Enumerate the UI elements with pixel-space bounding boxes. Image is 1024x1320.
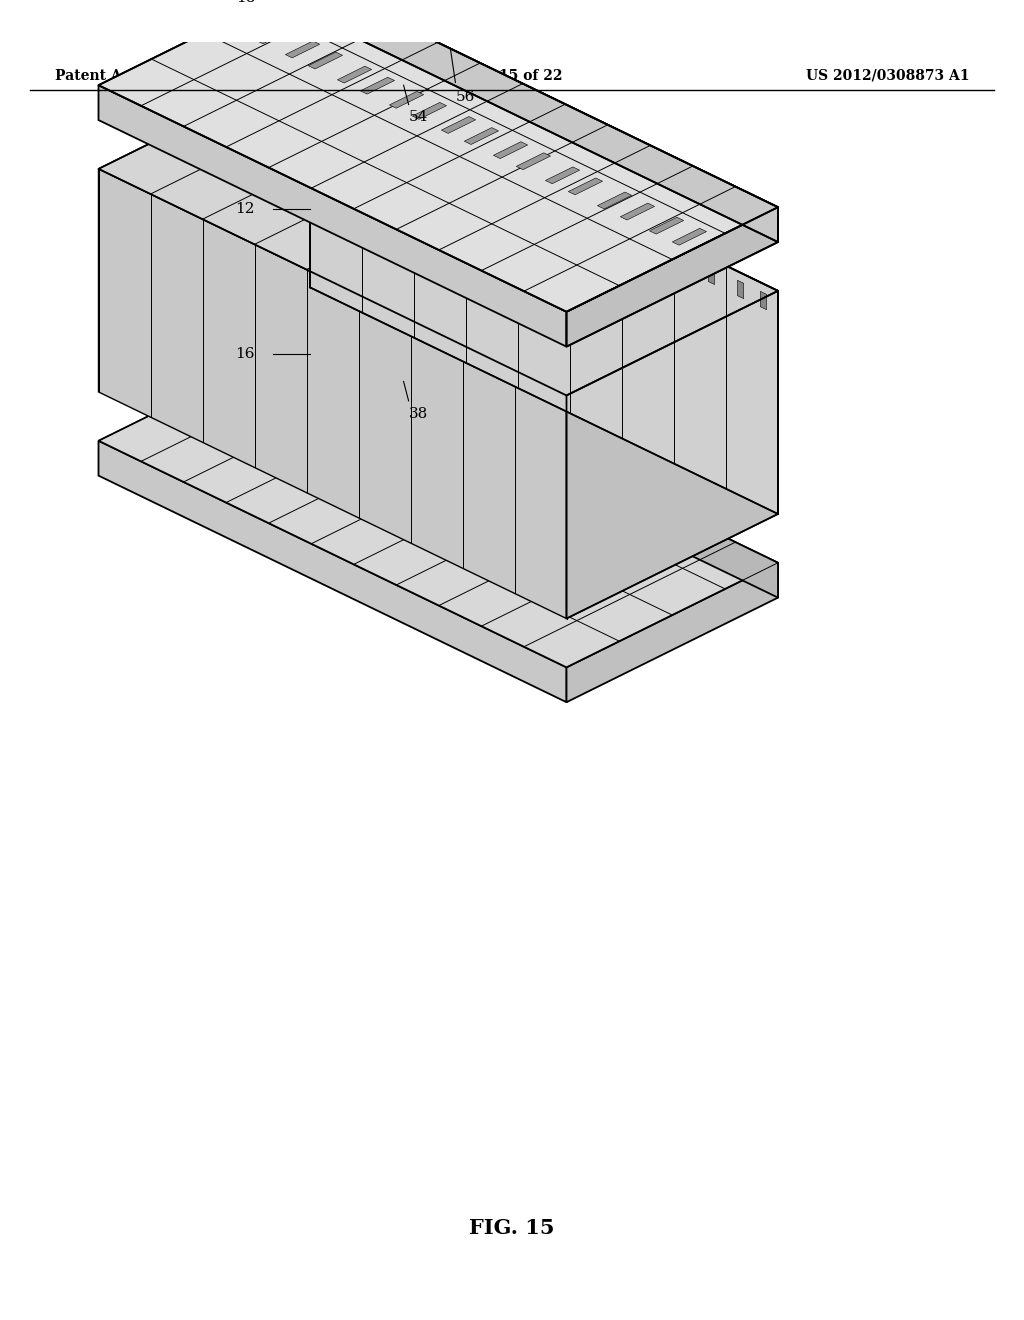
Polygon shape [557, 251, 589, 267]
Polygon shape [494, 141, 527, 158]
Polygon shape [98, 65, 778, 396]
Polygon shape [426, 176, 432, 197]
Polygon shape [326, 140, 357, 154]
Polygon shape [660, 301, 692, 317]
Polygon shape [597, 191, 632, 209]
Polygon shape [609, 276, 641, 292]
Polygon shape [638, 290, 670, 306]
Polygon shape [656, 242, 663, 259]
Polygon shape [760, 292, 767, 310]
Polygon shape [529, 180, 536, 198]
Polygon shape [501, 165, 507, 183]
Polygon shape [403, 165, 410, 185]
Polygon shape [413, 103, 446, 119]
Polygon shape [297, 125, 329, 141]
Text: Patent Application Publication: Patent Application Publication [55, 69, 295, 83]
Polygon shape [582, 205, 588, 223]
Polygon shape [505, 226, 537, 242]
Text: US 2012/0308873 A1: US 2012/0308873 A1 [807, 69, 970, 83]
Polygon shape [441, 116, 476, 133]
Polygon shape [482, 215, 514, 231]
Polygon shape [233, 16, 267, 33]
Polygon shape [396, 115, 402, 133]
Polygon shape [508, 215, 514, 235]
Polygon shape [286, 41, 319, 58]
Polygon shape [456, 190, 462, 210]
Polygon shape [568, 178, 602, 195]
Polygon shape [566, 290, 778, 619]
Polygon shape [245, 100, 276, 116]
Polygon shape [686, 301, 692, 322]
Polygon shape [98, 86, 566, 347]
Text: 18: 18 [236, 0, 255, 5]
Polygon shape [535, 240, 565, 256]
Polygon shape [401, 176, 432, 191]
Polygon shape [310, 65, 778, 513]
Polygon shape [530, 226, 537, 247]
Polygon shape [310, 337, 778, 598]
Polygon shape [430, 190, 462, 205]
Polygon shape [478, 201, 484, 222]
Polygon shape [248, 88, 254, 110]
Polygon shape [337, 66, 372, 83]
Polygon shape [583, 251, 589, 272]
Text: 54: 54 [409, 111, 428, 124]
Polygon shape [98, 169, 566, 619]
Text: FIG. 15: FIG. 15 [469, 1218, 555, 1238]
Polygon shape [566, 207, 778, 347]
Polygon shape [664, 290, 670, 310]
Polygon shape [649, 218, 684, 234]
Polygon shape [374, 104, 380, 123]
Polygon shape [737, 280, 743, 298]
Text: Dec. 6, 2012   Sheet 15 of 22: Dec. 6, 2012 Sheet 15 of 22 [338, 69, 562, 83]
Polygon shape [673, 228, 707, 246]
Polygon shape [516, 153, 551, 170]
Polygon shape [634, 276, 641, 297]
Polygon shape [425, 129, 432, 148]
Polygon shape [222, 88, 254, 104]
Polygon shape [351, 140, 357, 160]
Text: 16: 16 [236, 347, 255, 360]
Polygon shape [360, 78, 394, 94]
Polygon shape [98, 0, 778, 312]
Polygon shape [274, 114, 305, 129]
Polygon shape [98, 441, 566, 702]
Polygon shape [566, 562, 778, 702]
Polygon shape [685, 255, 691, 273]
Text: 12: 12 [236, 202, 255, 216]
Polygon shape [546, 166, 580, 183]
Polygon shape [299, 114, 305, 135]
Text: 56: 56 [456, 90, 475, 104]
Polygon shape [378, 165, 410, 180]
Polygon shape [256, 26, 291, 44]
Polygon shape [559, 240, 565, 260]
Polygon shape [634, 230, 640, 248]
Polygon shape [477, 154, 483, 173]
Polygon shape [552, 190, 558, 209]
Polygon shape [322, 79, 328, 98]
Text: 38: 38 [409, 407, 428, 421]
Polygon shape [621, 203, 654, 220]
Polygon shape [270, 100, 276, 120]
Polygon shape [604, 216, 610, 234]
Polygon shape [453, 201, 484, 216]
Polygon shape [323, 125, 329, 145]
Polygon shape [98, 337, 778, 668]
Polygon shape [375, 150, 381, 170]
Polygon shape [344, 90, 350, 108]
Polygon shape [389, 91, 424, 108]
Polygon shape [310, 0, 778, 242]
Polygon shape [449, 140, 455, 158]
Polygon shape [709, 267, 715, 285]
Polygon shape [308, 51, 343, 69]
Polygon shape [464, 128, 499, 144]
Polygon shape [586, 265, 617, 281]
Polygon shape [611, 265, 617, 285]
Polygon shape [349, 150, 381, 166]
